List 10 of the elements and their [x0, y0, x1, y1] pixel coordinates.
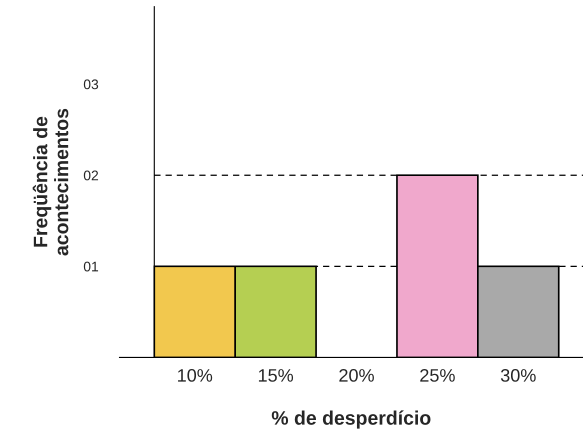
x-tick-label: 10%	[178, 369, 212, 382]
y-axis-title: Freqüência de acontecimentos	[32, 108, 68, 256]
y-tick-label: 03	[84, 79, 98, 90]
y-tick-label: 02	[84, 170, 98, 180]
x-tick-label: 25%	[420, 369, 455, 382]
x-axis-title: % de desperdício	[272, 410, 430, 429]
y-tick-label: 01	[84, 262, 98, 272]
x-tick-label: 15%	[258, 369, 294, 382]
x-tick-label: 30%	[500, 369, 536, 382]
x-tick-label: 20%	[339, 369, 374, 382]
